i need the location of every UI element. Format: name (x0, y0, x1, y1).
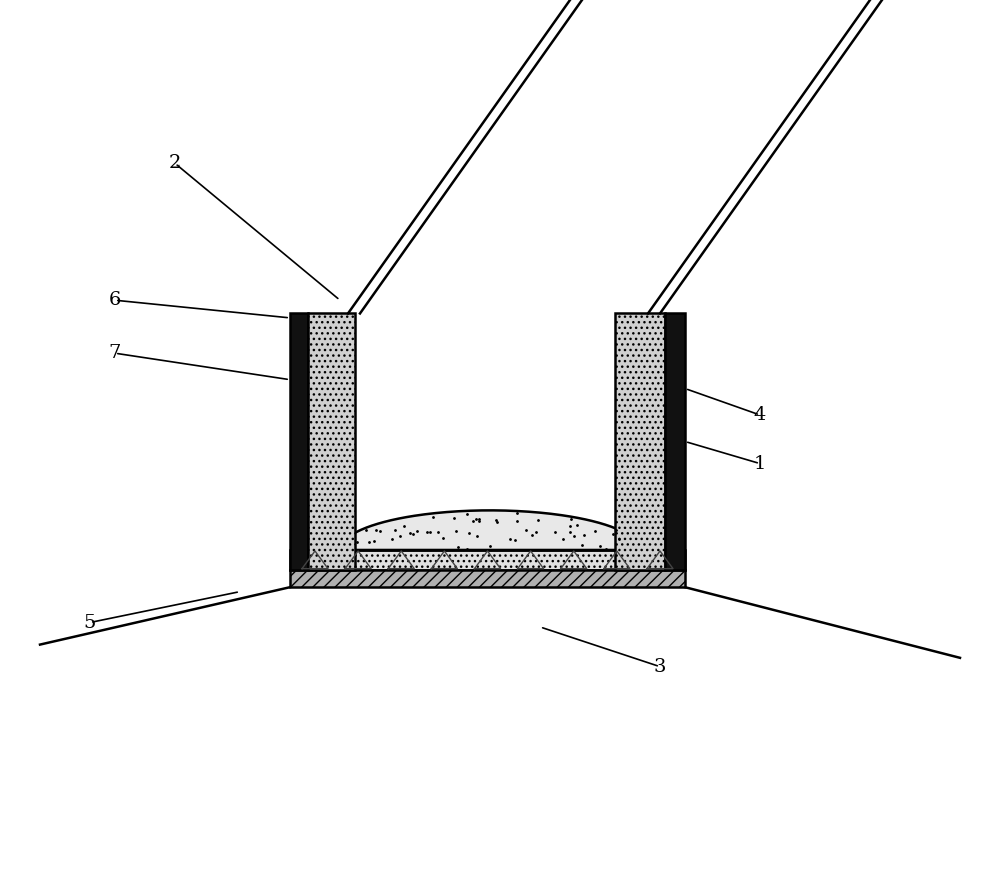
Text: 3: 3 (654, 658, 666, 675)
Text: 6: 6 (109, 291, 121, 309)
Bar (665, 313, 685, 570)
Text: 7: 7 (109, 344, 121, 362)
Polygon shape (340, 510, 640, 550)
Text: 1: 1 (754, 455, 766, 472)
Text: 2: 2 (169, 155, 181, 172)
Bar (290, 570, 685, 587)
Bar (308, 313, 355, 570)
Bar (615, 313, 665, 570)
Bar (290, 313, 308, 570)
Bar (290, 550, 685, 570)
Text: 5: 5 (84, 614, 96, 631)
Text: 4: 4 (754, 406, 766, 424)
